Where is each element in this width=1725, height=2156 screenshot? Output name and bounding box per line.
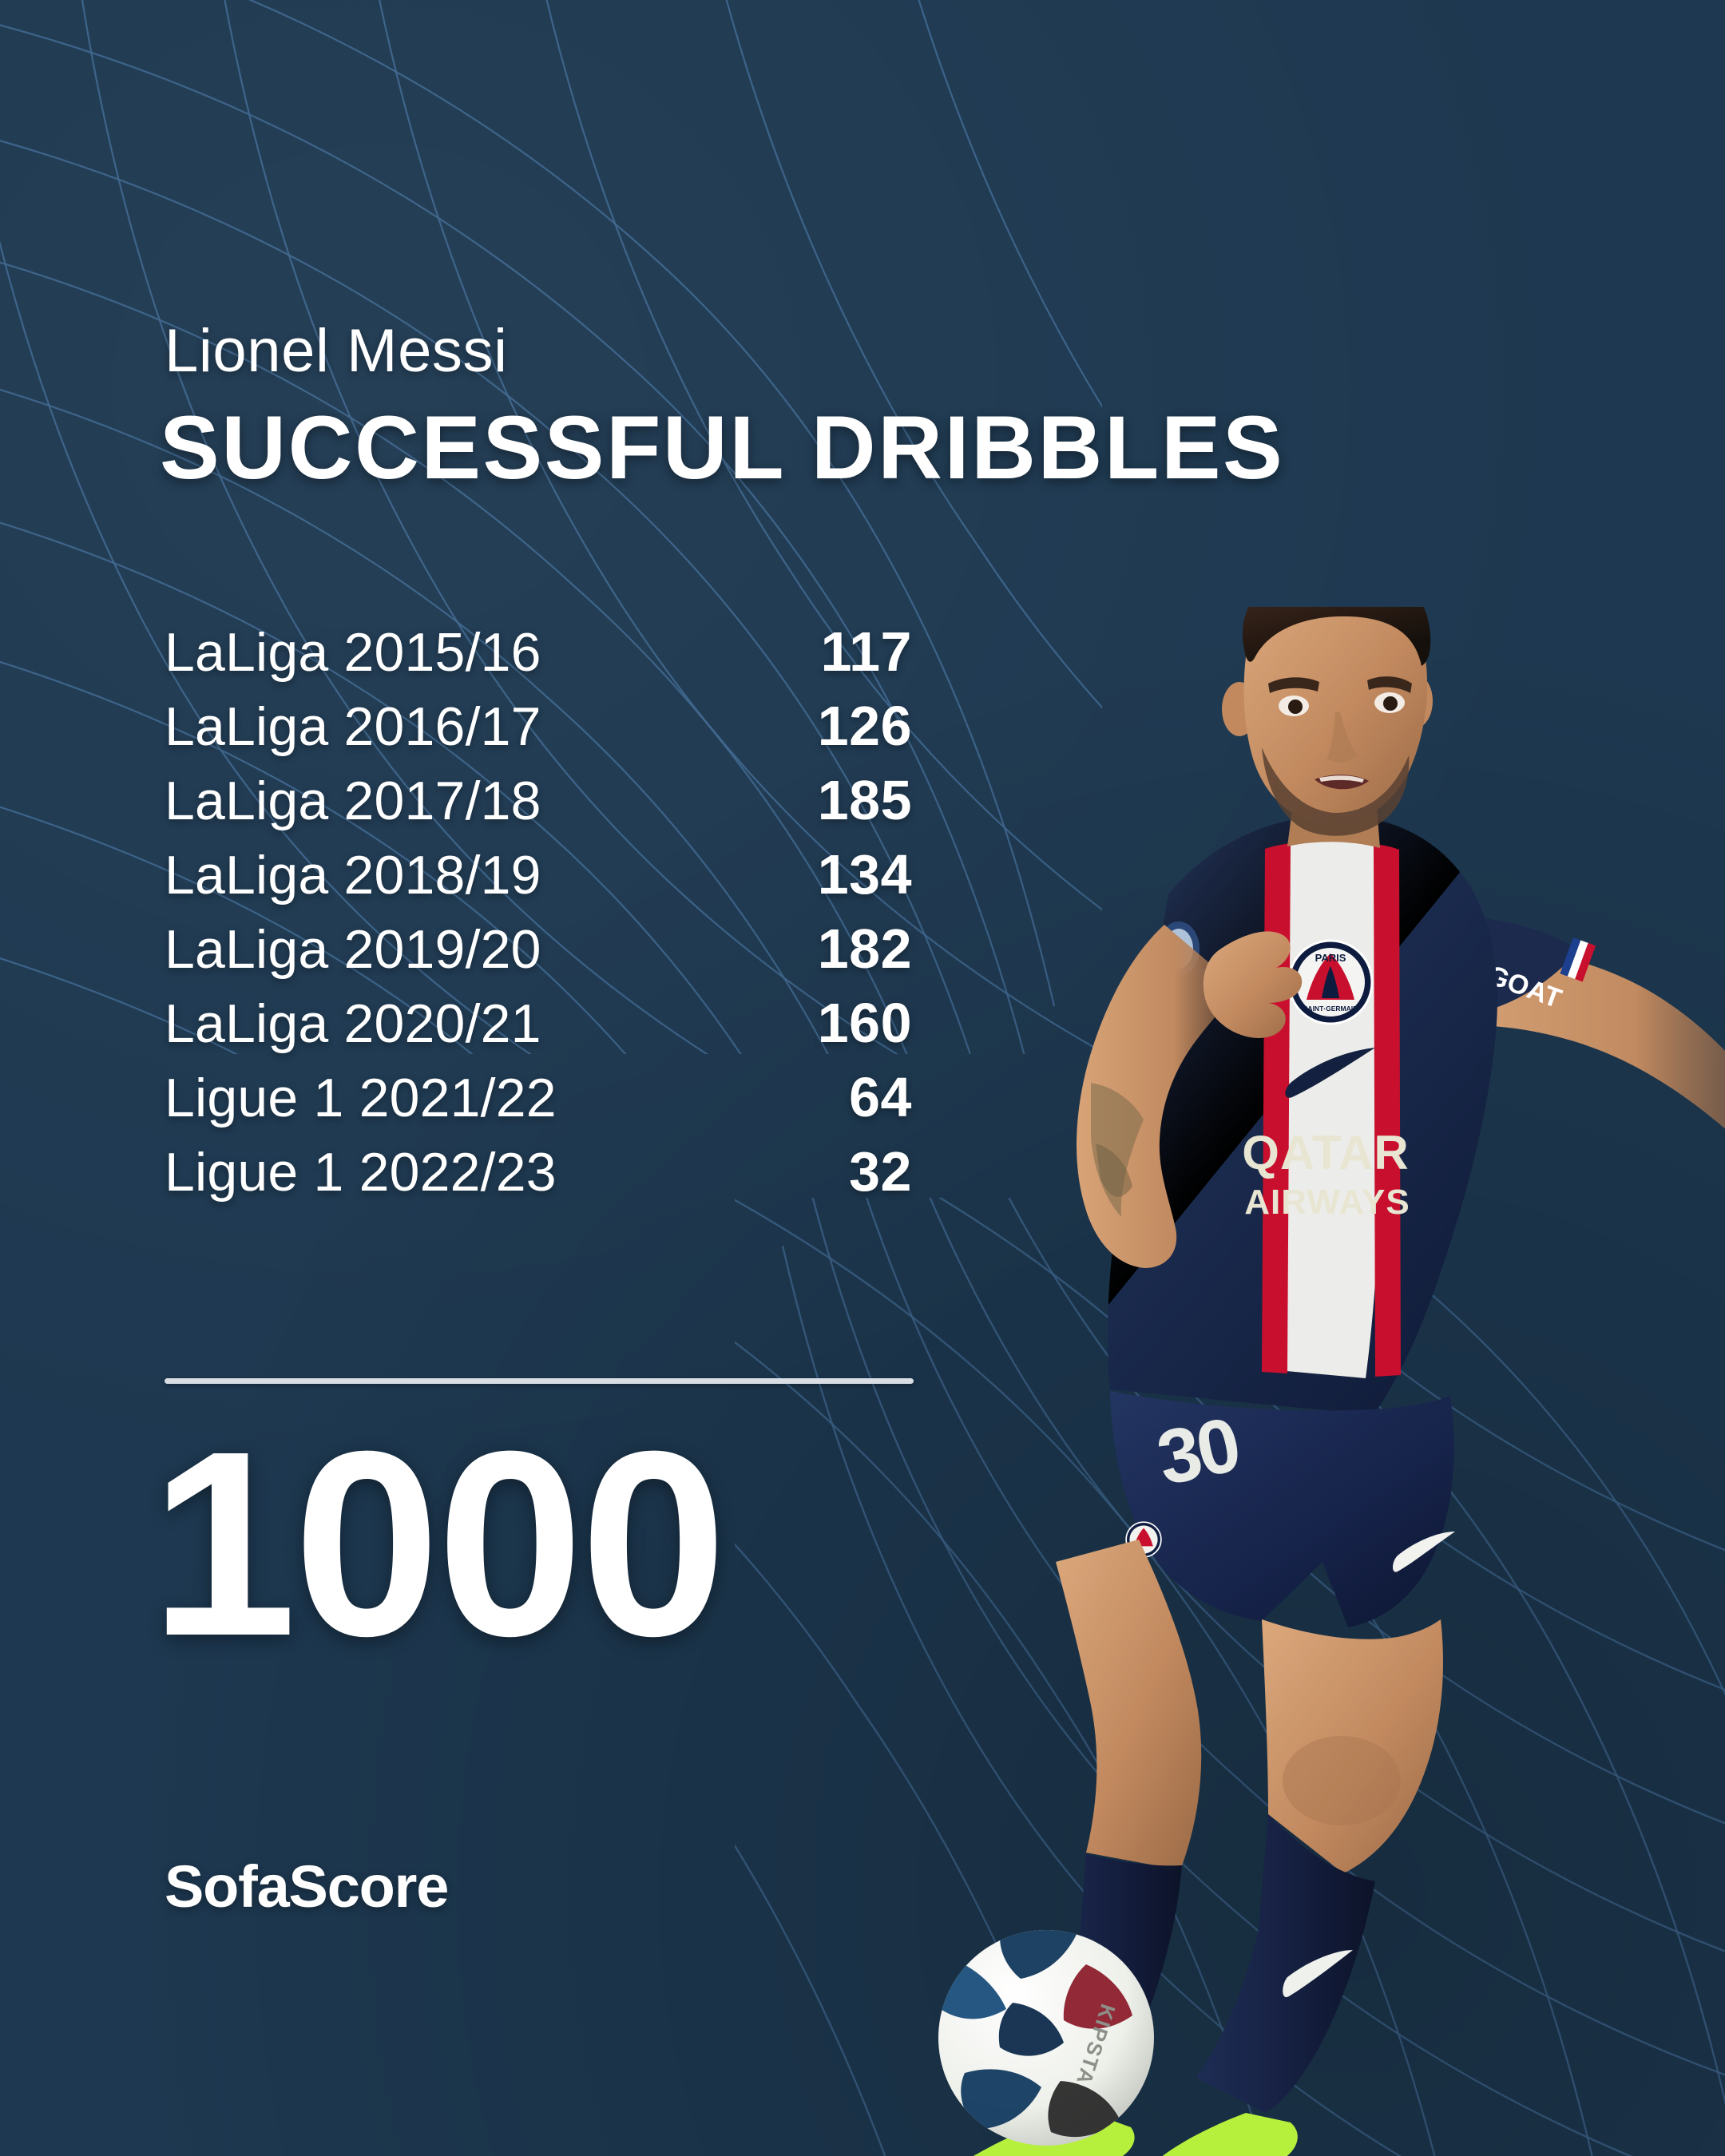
- stat-value: 32: [849, 1140, 912, 1203]
- total-divider: [165, 1378, 914, 1384]
- stats-table: LaLiga 2015/16 117 LaLiga 2016/17 126 La…: [165, 620, 912, 1214]
- stat-value: 126: [817, 695, 912, 757]
- sofascore-logo: SofaScore: [165, 1853, 449, 1920]
- stat-value: 117: [820, 620, 912, 683]
- table-row: LaLiga 2017/18 185: [165, 768, 912, 842]
- stat-label: LaLiga 2017/18: [165, 771, 541, 831]
- total-value: 1000: [150, 1396, 727, 1690]
- stat-label: LaLiga 2015/16: [165, 622, 541, 683]
- table-row: LaLiga 2019/20 182: [165, 917, 912, 991]
- player-name-eyebrow: Lionel Messi: [165, 317, 508, 385]
- stat-label: Ligue 1 2021/22: [165, 1068, 557, 1128]
- stat-label: LaLiga 2020/21: [165, 993, 541, 1054]
- stat-label: Ligue 1 2022/23: [165, 1142, 557, 1203]
- stat-value: 64: [849, 1066, 912, 1128]
- table-row: LaLiga 2015/16 117: [165, 620, 912, 694]
- stat-label: LaLiga 2019/20: [165, 919, 541, 980]
- stat-value: 185: [817, 769, 912, 831]
- stat-value: 134: [817, 843, 912, 906]
- stat-value: 182: [817, 917, 912, 980]
- table-row: Ligue 1 2022/23 32: [165, 1139, 912, 1214]
- table-row: Ligue 1 2021/22 64: [165, 1065, 912, 1139]
- stat-value: 160: [817, 992, 912, 1054]
- page-title: SUCCESSFUL DRIBBLES: [160, 398, 1285, 497]
- stat-label: LaLiga 2018/19: [165, 845, 541, 906]
- table-row: LaLiga 2016/17 126: [165, 694, 912, 768]
- table-row: LaLiga 2020/21 160: [165, 991, 912, 1065]
- table-row: LaLiga 2018/19 134: [165, 842, 912, 917]
- stat-label: LaLiga 2016/17: [165, 696, 541, 757]
